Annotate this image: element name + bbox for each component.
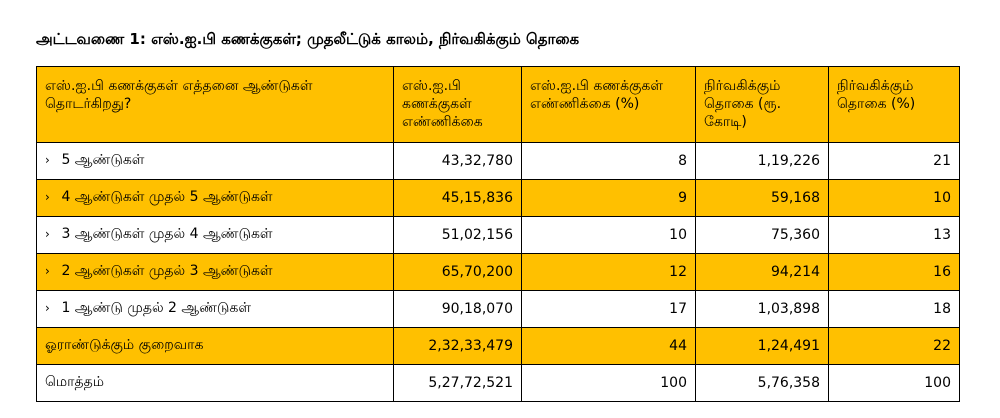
accounts-pct-cell: 100 bbox=[521, 364, 696, 402]
table-row: › 5 ஆண்டுகள் 43,32,780 8 1,19,226 21 bbox=[36, 142, 960, 180]
table-row: › 3 ஆண்டுகள் முதல் 4 ஆண்டுகள் 51,02,156 … bbox=[36, 216, 960, 254]
bullet-marker: › bbox=[45, 190, 50, 204]
aum-cell: 1,19,226 bbox=[695, 142, 829, 180]
total-row: மொத்தம் 5,27,72,521 100 5,76,358 100 bbox=[36, 364, 960, 402]
aum-cell: 1,03,898 bbox=[695, 290, 829, 328]
aum-pct-cell: 16 bbox=[828, 253, 960, 291]
accounts-pct-cell: 17 bbox=[521, 290, 696, 328]
aum-cell: 1,24,491 bbox=[695, 327, 829, 365]
accounts-pct-cell: 8 bbox=[521, 142, 696, 180]
header-aum-pct: நிர்வகிக்கும் தொகை (%) bbox=[828, 66, 960, 143]
accounts-pct-cell: 12 bbox=[521, 253, 696, 291]
row-label: › 4 ஆண்டுகள் முதல் 5 ஆண்டுகள் bbox=[36, 179, 394, 217]
table-title: அட்டவணை 1: எஸ்.ஐ.பி கணக்குகள்; முதலீட்டு… bbox=[36, 30, 580, 48]
bullet-marker: › bbox=[45, 301, 50, 315]
table-row: › 4 ஆண்டுகள் முதல் 5 ஆண்டுகள் 45,15,836 … bbox=[36, 179, 960, 217]
accounts-pct-cell: 10 bbox=[521, 216, 696, 254]
header-accounts-pct: எஸ்.ஐ.பி கணக்குகள் எண்ணிக்கை (%) bbox=[521, 66, 696, 143]
table-row: › 2 ஆண்டுகள் முதல் 3 ஆண்டுகள் 65,70,200 … bbox=[36, 253, 960, 291]
sip-table: எஸ்.ஐ.பி கணக்குகள் எத்தனை ஆண்டுகள் தொடர்… bbox=[36, 66, 960, 402]
aum-pct-cell: 100 bbox=[828, 364, 960, 402]
accounts-cell: 45,15,836 bbox=[393, 179, 522, 217]
row-label: மொத்தம் bbox=[36, 364, 394, 402]
accounts-cell: 65,70,200 bbox=[393, 253, 522, 291]
accounts-cell: 90,18,070 bbox=[393, 290, 522, 328]
row-label: › 5 ஆண்டுகள் bbox=[36, 142, 394, 180]
aum-pct-cell: 10 bbox=[828, 179, 960, 217]
row-label: ஓராண்டுக்கும் குறைவாக bbox=[36, 327, 394, 365]
header-row: எஸ்.ஐ.பி கணக்குகள் எத்தனை ஆண்டுகள் தொடர்… bbox=[36, 66, 960, 143]
aum-cell: 59,168 bbox=[695, 179, 829, 217]
accounts-pct-cell: 9 bbox=[521, 179, 696, 217]
accounts-cell: 2,32,33,479 bbox=[393, 327, 522, 365]
aum-pct-cell: 22 bbox=[828, 327, 960, 365]
table-row: ஓராண்டுக்கும் குறைவாக 2,32,33,479 44 1,2… bbox=[36, 327, 960, 365]
aum-pct-cell: 13 bbox=[828, 216, 960, 254]
aum-pct-cell: 18 bbox=[828, 290, 960, 328]
aum-cell: 94,214 bbox=[695, 253, 829, 291]
row-label: › 1 ஆண்டு முதல் 2 ஆண்டுகள் bbox=[36, 290, 394, 328]
aum-pct-cell: 21 bbox=[828, 142, 960, 180]
aum-cell: 5,76,358 bbox=[695, 364, 829, 402]
header-duration: எஸ்.ஐ.பி கணக்குகள் எத்தனை ஆண்டுகள் தொடர்… bbox=[36, 66, 394, 143]
accounts-cell: 43,32,780 bbox=[393, 142, 522, 180]
aum-cell: 75,360 bbox=[695, 216, 829, 254]
header-accounts: எஸ்.ஐ.பி கணக்குகள் எண்ணிக்கை bbox=[393, 66, 522, 143]
header-aum: நிர்வகிக்கும் தொகை (ரூ. கோடி) bbox=[695, 66, 829, 143]
row-label: › 2 ஆண்டுகள் முதல் 3 ஆண்டுகள் bbox=[36, 253, 394, 291]
accounts-cell: 51,02,156 bbox=[393, 216, 522, 254]
table-row: › 1 ஆண்டு முதல் 2 ஆண்டுகள் 90,18,070 17 … bbox=[36, 290, 960, 328]
row-label: › 3 ஆண்டுகள் முதல் 4 ஆண்டுகள் bbox=[36, 216, 394, 254]
bullet-marker: › bbox=[45, 153, 50, 167]
bullet-marker: › bbox=[45, 264, 50, 278]
bullet-marker: › bbox=[45, 227, 50, 241]
accounts-pct-cell: 44 bbox=[521, 327, 696, 365]
accounts-cell: 5,27,72,521 bbox=[393, 364, 522, 402]
